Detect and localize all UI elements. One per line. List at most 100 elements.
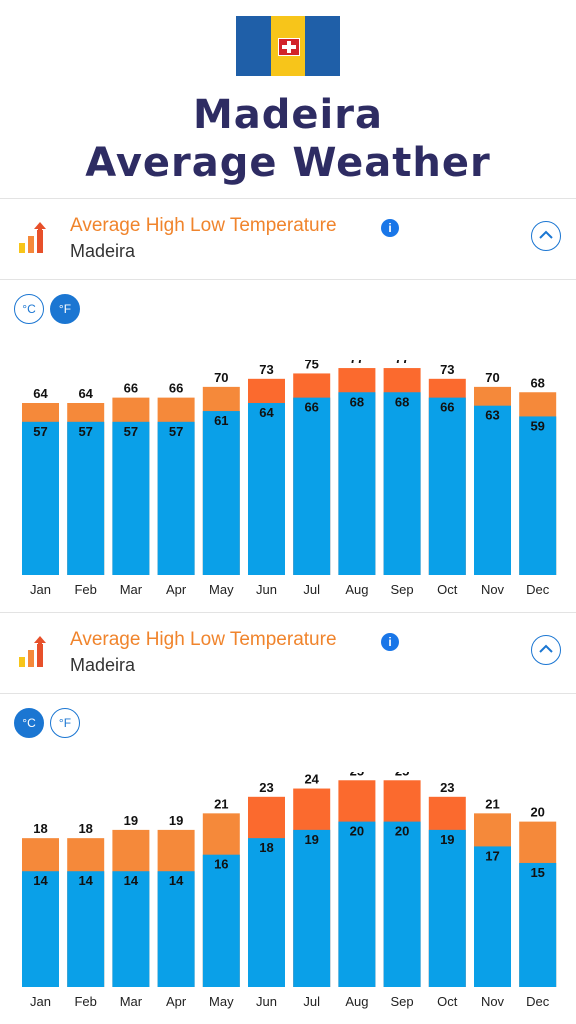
chevron-up-icon — [539, 644, 553, 653]
month-label-aug: Aug — [345, 582, 368, 597]
label-high-nov: 21 — [485, 796, 499, 811]
chart-svg-celsius: 18 14 Jan 18 14 Feb 19 14 Mar 19 14 Apr 21 16 May 23 18 J… — [22, 772, 557, 1009]
bar-low-jan — [22, 421, 59, 575]
bar-low-sep — [383, 392, 421, 575]
bar-low-jul — [293, 829, 331, 987]
label-low-feb: 57 — [78, 424, 92, 439]
label-high-nov: 70 — [485, 370, 499, 385]
label-low-may: 16 — [214, 857, 228, 872]
flag-cross — [278, 38, 300, 56]
fahrenheit-button[interactable]: °F — [50, 294, 80, 324]
label-high-jul: 24 — [304, 772, 319, 787]
label-low-aug: 68 — [350, 394, 364, 409]
label-high-jul: 75 — [304, 360, 318, 371]
month-label-feb: Feb — [74, 994, 96, 1009]
bar-low-dec — [519, 416, 557, 575]
label-high-apr: 19 — [169, 813, 183, 828]
bar-low-jul — [293, 397, 331, 575]
month-label-may: May — [209, 994, 234, 1009]
label-high-sep: 77 — [395, 360, 409, 366]
bar-low-oct — [428, 829, 466, 987]
panel-header-2: Average High Low Temperature Madeira i — [0, 612, 576, 694]
month-label-jun: Jun — [256, 582, 277, 597]
label-low-jun: 18 — [259, 840, 273, 855]
label-high-mar: 19 — [124, 813, 138, 828]
temperature-bars-icon — [19, 222, 46, 253]
page-title-line1: Madeira — [193, 92, 383, 138]
info-icon[interactable]: i — [381, 633, 399, 651]
panel-title: Average High Low Temperature — [70, 629, 337, 650]
bar-low-oct — [428, 397, 466, 575]
bar-low-feb — [67, 421, 105, 575]
month-label-sep: Sep — [391, 582, 414, 597]
celsius-button[interactable]: °C — [14, 294, 44, 324]
label-low-nov: 63 — [485, 408, 499, 423]
label-high-oct: 73 — [440, 362, 454, 377]
month-label-mar: Mar — [120, 994, 143, 1009]
label-high-feb: 18 — [78, 821, 92, 836]
label-high-aug: 25 — [350, 772, 364, 778]
label-low-may: 61 — [214, 413, 228, 428]
label-high-may: 70 — [214, 370, 228, 385]
month-label-nov: Nov — [481, 582, 505, 597]
month-label-jul: Jul — [303, 582, 320, 597]
collapse-button[interactable] — [531, 635, 561, 665]
label-high-apr: 66 — [169, 381, 183, 396]
month-label-nov: Nov — [481, 994, 505, 1009]
month-label-apr: Apr — [166, 994, 187, 1009]
bar-low-aug — [338, 392, 376, 575]
label-high-jan: 64 — [33, 386, 48, 401]
bar-low-aug — [338, 821, 376, 987]
label-low-oct: 66 — [440, 400, 454, 415]
label-high-aug: 77 — [350, 360, 364, 366]
month-label-jul: Jul — [303, 994, 320, 1009]
label-high-jun: 73 — [259, 362, 273, 377]
month-label-oct: Oct — [437, 994, 458, 1009]
label-high-mar: 66 — [124, 381, 138, 396]
label-high-sep: 25 — [395, 772, 409, 778]
bar-low-may — [202, 854, 240, 987]
bar-low-sep — [383, 821, 421, 987]
bar-low-jan — [22, 871, 59, 987]
label-low-nov: 17 — [485, 848, 499, 863]
label-low-feb: 14 — [78, 873, 93, 888]
label-high-dec: 20 — [530, 805, 544, 820]
chart-svg-fahrenheit: 64 57 Jan 64 57 Feb 66 57 Mar 66 57 Apr 70 61 May 73 64 J… — [22, 360, 557, 597]
bar-low-may — [202, 411, 240, 575]
info-icon[interactable]: i — [381, 219, 399, 237]
month-label-mar: Mar — [120, 582, 143, 597]
label-low-sep: 68 — [395, 394, 409, 409]
chevron-up-icon — [539, 230, 553, 239]
label-high-feb: 64 — [78, 386, 93, 401]
bar-low-mar — [112, 871, 150, 987]
panel-subtitle: Madeira — [70, 241, 136, 261]
label-low-apr: 14 — [169, 873, 184, 888]
label-low-dec: 59 — [530, 418, 544, 433]
label-high-may: 21 — [214, 796, 228, 811]
bar-low-nov — [474, 405, 511, 575]
month-label-aug: Aug — [345, 994, 368, 1009]
month-label-jan: Jan — [30, 994, 51, 1009]
label-low-jan: 14 — [33, 873, 48, 888]
label-low-mar: 57 — [124, 424, 138, 439]
collapse-button[interactable] — [531, 221, 561, 251]
label-low-oct: 19 — [440, 832, 454, 847]
madeira-flag — [236, 16, 340, 76]
bar-low-jun — [248, 838, 285, 987]
month-label-dec: Dec — [526, 994, 550, 1009]
month-label-jan: Jan — [30, 582, 51, 597]
celsius-button[interactable]: °C — [14, 708, 44, 738]
bar-low-feb — [67, 871, 105, 987]
month-label-dec: Dec — [526, 582, 550, 597]
label-low-mar: 14 — [124, 873, 139, 888]
fahrenheit-button[interactable]: °F — [50, 708, 80, 738]
label-low-jul: 66 — [304, 400, 318, 415]
page-title-line2: Average Weather — [85, 140, 491, 186]
month-label-apr: Apr — [166, 582, 187, 597]
label-high-dec: 68 — [530, 375, 544, 390]
temperature-bars-icon — [19, 636, 46, 667]
label-low-apr: 57 — [169, 424, 183, 439]
bar-low-nov — [474, 846, 511, 987]
panel-subtitle: Madeira — [70, 655, 136, 675]
label-low-jan: 57 — [33, 424, 47, 439]
